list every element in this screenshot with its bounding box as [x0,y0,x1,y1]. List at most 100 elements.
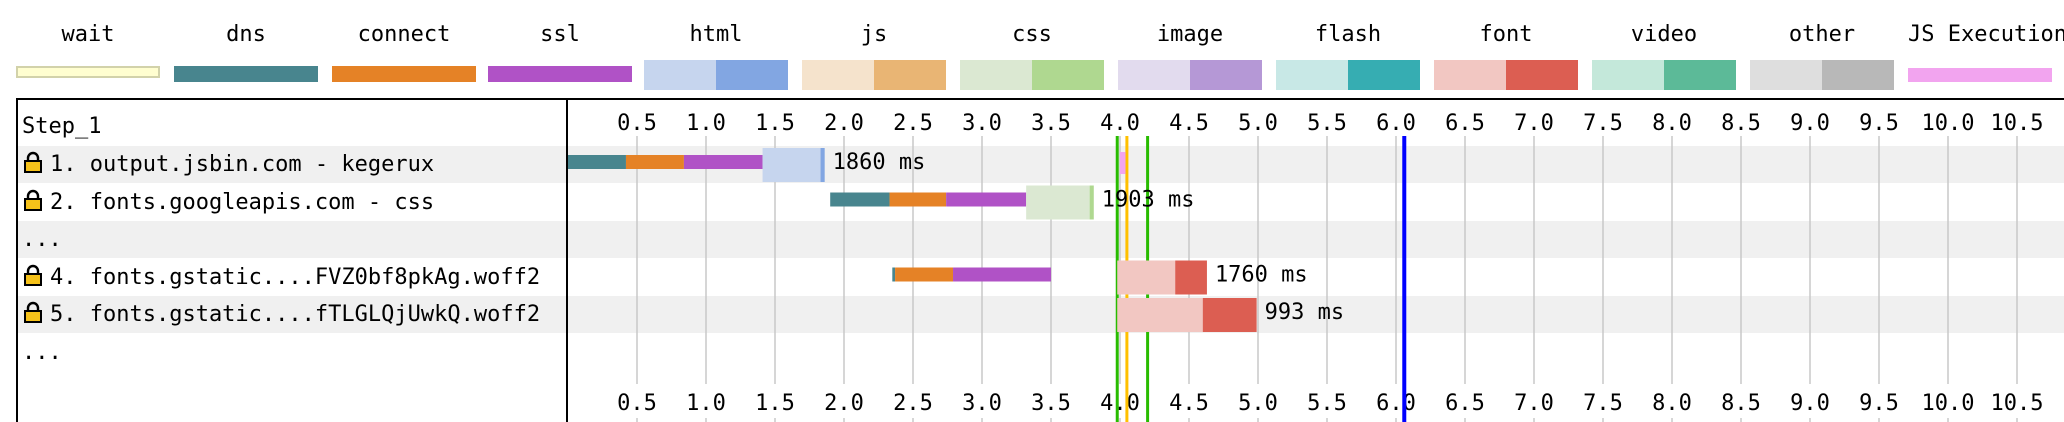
legend-swatch [644,60,788,90]
bar-segment-html [820,148,825,182]
legend-item-flash: flash [1276,0,1420,96]
tick-label-top: 7.5 [1583,111,1623,136]
tick-label-bottom: 7.0 [1514,391,1554,416]
request-row-label[interactable]: 5. fonts.gstatic....fTLGLQjUwkQ.woff2 [22,296,540,333]
request-row-label[interactable]: 4. fonts.gstatic....FVZ0bf8pkAg.woff2 [22,259,540,296]
request-row-label[interactable]: 1. output.jsbin.com - kegerux [22,146,434,183]
tick-label-bottom: 2.5 [893,391,933,416]
request-row-label[interactable]: ... [22,334,62,371]
row-background [18,146,2064,183]
tick-label-top: 7.0 [1514,111,1554,136]
tick-label-bottom: 1.0 [686,391,726,416]
tick-label-top: 5.5 [1307,111,1347,136]
tick-label-bottom: 0.5 [617,391,657,416]
legend-item-js-execution: JS Execution [1908,0,2064,96]
tick-label-top: 0.5 [617,111,657,136]
request-row-label[interactable]: 2. fonts.googleapis.com - css [22,184,434,221]
tick-label-top: 8.5 [1721,111,1761,136]
tick-label-bottom: 4.0 [1100,391,1140,416]
legend-item-wait: wait [16,0,160,96]
lock-icon [24,151,42,173]
legend-label: wait [61,22,115,47]
legend-label: ssl [540,22,580,47]
legend-label: connect [357,22,451,47]
request-label-text: ... [22,227,62,252]
request-label-text: ... [22,339,62,365]
bar-segment-font [1175,260,1207,295]
tick-label-top: 6.0 [1376,111,1416,136]
lock-icon [24,301,42,323]
tick-label-bottom: 2.0 [824,391,864,416]
tick-label-bottom: 6.0 [1376,391,1416,416]
legend-label: video [1630,22,1698,47]
legend-item-ssl: ssl [488,0,632,96]
legend-swatch [1434,60,1578,90]
tick-label-bottom: 10.0 [1922,391,1975,416]
tick-label-bottom: 1.5 [755,391,795,416]
request-row-label[interactable]: ... [22,221,62,258]
tick-label-bottom: 3.5 [1031,391,1071,416]
tick-label-top: 10.5 [1991,111,2044,136]
js-execution-mark [1120,152,1126,174]
bar-segment-dns [830,192,890,207]
step-label: Step_1 [22,114,102,139]
tick-label-bottom: 8.5 [1721,391,1761,416]
bar-segment-font-wait [1117,298,1203,332]
legend-label: image [1156,22,1224,47]
bar-segment-html-wait [762,148,821,182]
bar-segment-css [1089,185,1094,220]
waterfall-chart: 0.5 0.5 1.0 1.0 1.5 1.5 2.0 2.0 2.5 2.5 3.0 3.0 3.5 3… [16,98,2064,422]
bar-segment-connect [895,267,954,282]
legend-item-js: js [802,0,946,96]
tick-label-bottom: 9.0 [1790,391,1830,416]
tick-label-top: 1.5 [755,111,795,136]
waterfall-plot: 0.5 0.5 1.0 1.0 1.5 1.5 2.0 2.0 2.5 2.5 3.0 3.0 3.5 3… [568,111,2044,422]
legend-item-dns: dns [174,0,318,96]
bar-segment-connect [625,155,684,169]
legend-swatch [802,60,946,90]
legend-label: css [1012,22,1052,47]
request-label-text: 5. fonts.gstatic....fTLGLQjUwkQ.woff2 [50,302,541,327]
legend-swatch [1908,60,2052,90]
request-label-text: 2. fonts.googleapis.com - css [50,189,435,215]
legend-swatch [1276,60,1420,90]
lock-icon [24,189,42,211]
tick-label-top: 9.5 [1859,111,1899,136]
bar-segment-ssl [953,267,1051,282]
legend: wait dns connect ssl html js css image flash font… [0,0,2064,96]
legend-swatch [960,60,1104,90]
tick-label-top: 4.5 [1169,111,1209,136]
row-background [18,221,2064,258]
duration-label: 1860 ms [833,150,926,175]
tick-label-top: 3.0 [962,111,1002,136]
tick-label-bottom: 8.0 [1652,391,1692,416]
tick-label-top: 3.5 [1031,111,1071,136]
tick-label-top: 5.0 [1238,111,1278,136]
tick-label-bottom: 10.5 [1991,391,2044,416]
duration-label: 1760 ms [1215,263,1308,288]
legend-swatch [488,60,632,90]
bar-segment-connect [889,192,947,207]
legend-swatch [1750,60,1894,90]
duration-label: 993 ms [1265,300,1344,325]
request-label-text: 1. output.jsbin.com - kegerux [50,152,435,177]
tick-label-bottom: 4.5 [1169,391,1209,416]
legend-swatch [16,60,160,90]
tick-label-top: 9.0 [1790,111,1830,136]
legend-item-css: css [960,0,1104,96]
tick-label-bottom: 7.5 [1583,391,1623,416]
tick-label-top: 1.0 [686,111,726,136]
tick-label-top: 2.5 [893,111,933,136]
legend-item-video: video [1592,0,1736,96]
row-backgrounds [18,100,2064,422]
legend-item-connect: connect [332,0,476,96]
bar-segment-css-wait [1026,185,1090,220]
legend-label: font [1479,22,1533,47]
request-label-text: 4. fonts.gstatic....FVZ0bf8pkAg.woff2 [50,264,541,290]
tick-label-top: 4.0 [1100,111,1140,136]
legend-label: other [1788,22,1856,47]
row-background [18,296,2064,333]
bar-segment-font-wait [1117,260,1176,295]
bar-segment-dns [568,155,626,169]
legend-label: flash [1314,22,1382,47]
